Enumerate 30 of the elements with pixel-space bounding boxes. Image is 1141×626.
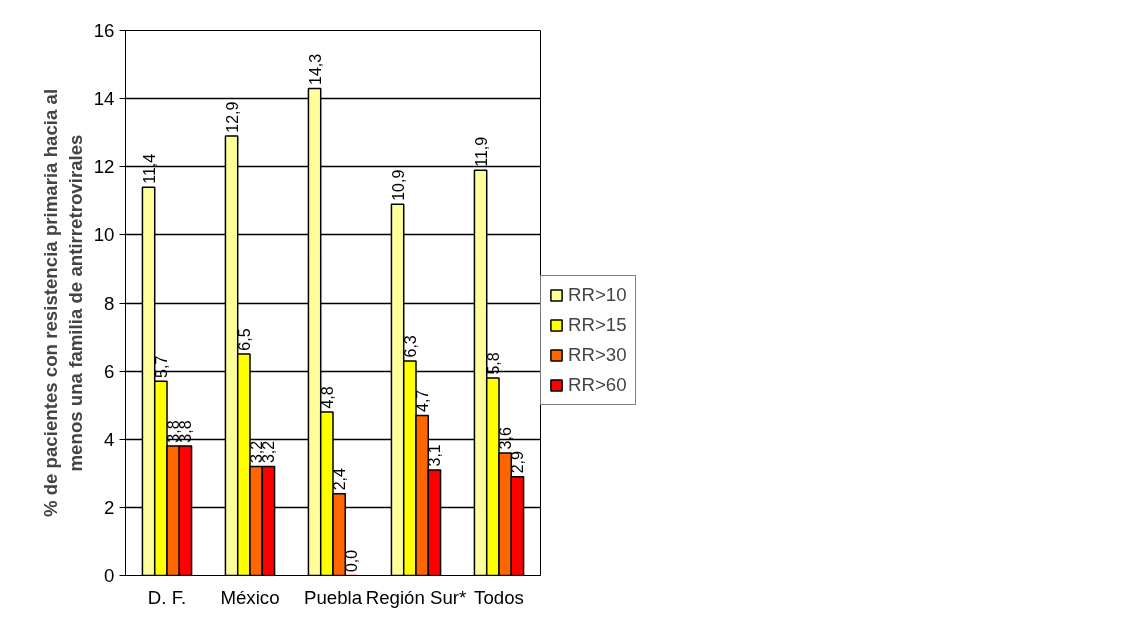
data-label: 2,4 [331, 468, 349, 491]
data-label: 4,8 [318, 386, 336, 409]
y-axis-title: % de pacientes con resistencia primaria hacia al menos una familia de antirretrovirales [39, 88, 86, 518]
y-tick-label: 16 [93, 20, 115, 41]
data-label: 11,4 [140, 153, 158, 184]
y-tick-label: 0 [104, 565, 115, 586]
data-label: 3,6 [497, 427, 515, 450]
x-tick-label: México [220, 586, 280, 608]
legend-label: RR>15 [568, 314, 627, 336]
data-label: 12,9 [223, 101, 241, 133]
legend-label: RR>10 [568, 284, 627, 306]
x-tick-label: Todos [474, 586, 524, 608]
data-label: 14,3 [306, 53, 324, 85]
data-label: 6,3 [401, 335, 419, 358]
y-tick-label: 6 [104, 360, 115, 382]
x-tick-label: Puebla [303, 586, 363, 608]
data-label: 11,9 [472, 136, 490, 167]
y-tick-label: 2 [104, 496, 115, 518]
y-tick-label: 12 [93, 156, 115, 178]
x-tick-label: D. F. [147, 586, 187, 608]
y-tick-label: 10 [93, 224, 115, 246]
y-tick-label: 8 [104, 292, 115, 314]
y-tick-label: 4 [104, 428, 115, 450]
y-tick-label: 14 [93, 88, 115, 110]
data-label: 4,7 [414, 389, 432, 412]
legend-label: RR>60 [568, 374, 627, 396]
x-tick-label: Región Sur* [365, 586, 467, 608]
legend-label: RR>30 [568, 344, 627, 366]
data-label: 10,9 [389, 169, 407, 201]
data-label: 6,5 [235, 328, 253, 351]
